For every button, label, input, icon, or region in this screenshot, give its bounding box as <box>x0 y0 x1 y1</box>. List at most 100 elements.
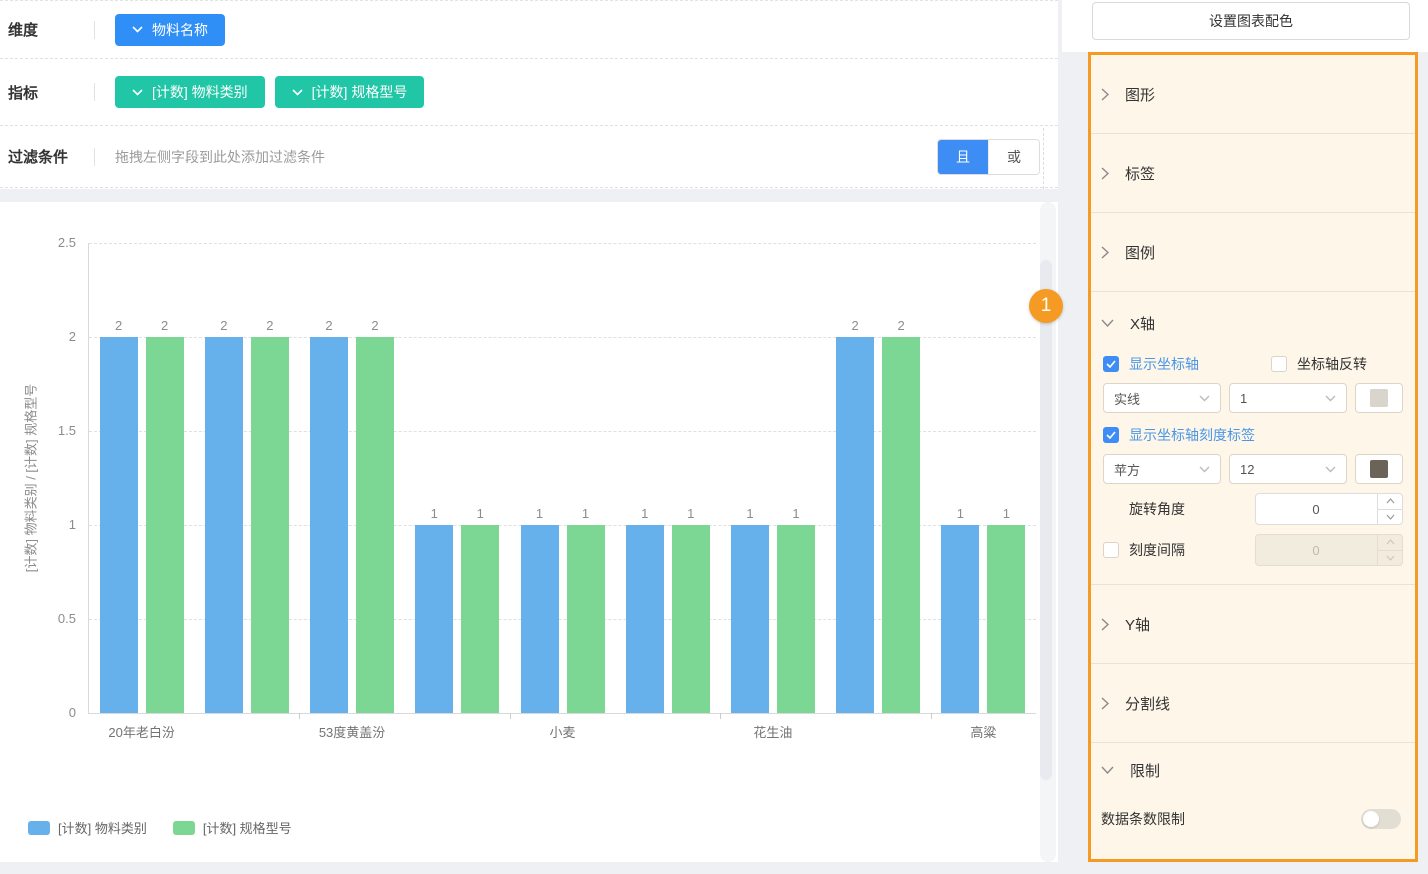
legend-item[interactable]: [计数] 物料类别 <box>28 818 147 837</box>
section-limit-header[interactable]: 限制 <box>1091 743 1415 797</box>
y-tick-label: 0 <box>68 705 76 720</box>
data-limit-toggle[interactable] <box>1361 809 1401 829</box>
show-tick-labels-checkbox[interactable] <box>1103 427 1119 443</box>
bar-[计数] 规格型号-6[interactable] <box>776 525 815 713</box>
spinner-down-button[interactable] <box>1378 551 1402 566</box>
filter-and-button[interactable]: 且 <box>938 139 988 174</box>
legend-label: [计数] 物料类别 <box>58 821 147 836</box>
spinner-up-button[interactable] <box>1378 535 1402 551</box>
filter-or-button[interactable]: 或 <box>988 139 1039 174</box>
axis-line-color-swatch[interactable] <box>1355 383 1403 413</box>
gridline <box>89 619 1036 620</box>
axis-line-width-select[interactable]: 1 <box>1229 383 1347 413</box>
bar-[计数] 物料类别-0[interactable] <box>99 337 138 713</box>
x-category-label: 花生油 <box>753 725 793 740</box>
bar-[计数] 规格型号-5[interactable] <box>671 525 710 713</box>
legend-item[interactable]: [计数] 规格型号 <box>172 818 292 837</box>
x-axis-tick <box>930 713 932 719</box>
tick-interval-input[interactable]: 0 <box>1255 534 1403 566</box>
divider <box>94 147 95 166</box>
section-label-header[interactable]: 标签 <box>1091 134 1415 212</box>
bar-[计数] 规格型号-3[interactable] <box>461 525 500 713</box>
axis-line-style-select[interactable]: 实线 <box>1103 383 1221 413</box>
tick-label-size-select[interactable]: 12 <box>1229 454 1347 484</box>
bar-value-label: 1 <box>476 506 484 521</box>
section-x-axis: X轴 显示坐标轴 坐标轴反转 实线 <box>1091 292 1415 585</box>
color-preview <box>1370 460 1388 478</box>
metrics-row: 指标 [计数] 物料类别 [计数] 规格型号 <box>0 59 1058 126</box>
show-axis-checkbox[interactable] <box>1103 356 1119 372</box>
section-legend-header[interactable]: 图例 <box>1091 213 1415 291</box>
chevron-down-icon <box>132 26 143 33</box>
rotate-angle-input[interactable]: 0 <box>1255 493 1403 525</box>
y-tick-label: 2 <box>68 329 76 344</box>
rotate-angle-label: 旋转角度 <box>1129 501 1185 517</box>
divider <box>94 20 95 39</box>
tick-label-color-swatch[interactable] <box>1355 454 1403 484</box>
scrollbar-track[interactable] <box>1040 202 1056 862</box>
tick-interval-label: 刻度间隔 <box>1129 542 1185 558</box>
bar-value-label: 1 <box>641 506 649 521</box>
bar-[计数] 规格型号-0[interactable] <box>145 337 184 713</box>
bar-[计数] 物料类别-4[interactable] <box>520 525 559 713</box>
chevron-right-icon <box>1101 696 1109 710</box>
bar-[计数] 物料类别-1[interactable] <box>204 337 243 713</box>
y-tick-label: 1 <box>68 517 76 532</box>
invert-axis-checkbox[interactable] <box>1271 356 1287 372</box>
metric-field-pill-1[interactable]: [计数] 物料类别 <box>115 76 265 108</box>
section-x-axis-header[interactable]: X轴 <box>1091 292 1415 354</box>
config-card: 维度 物料名称 指标 [计数] 物料类别 [计数] 规格型号 过滤条件 拖拽左侧… <box>0 0 1058 189</box>
bar-[计数] 规格型号-4[interactable] <box>566 525 605 713</box>
divider <box>94 83 95 101</box>
filter-label: 过滤条件 <box>8 149 69 166</box>
chevron-right-icon <box>1101 245 1109 259</box>
bar-[计数] 物料类别-2[interactable] <box>310 337 349 713</box>
bar-[计数] 物料类别-6[interactable] <box>730 525 769 713</box>
set-chart-colors-button[interactable]: 设置图表配色 <box>1092 2 1410 40</box>
bar-[计数] 物料类别-7[interactable] <box>836 337 875 713</box>
bar-[计数] 规格型号-8[interactable] <box>987 525 1026 713</box>
bar-value-label: 1 <box>535 506 544 521</box>
section-split-line-header[interactable]: 分割线 <box>1091 664 1415 742</box>
spinner-up-button[interactable] <box>1378 494 1402 510</box>
section-y-axis-header[interactable]: Y轴 <box>1091 585 1415 663</box>
dimension-field-pill[interactable]: 物料名称 <box>115 13 225 46</box>
section-split-line: 分割线 <box>1091 664 1415 743</box>
metric-field-label-2: [计数] 规格型号 <box>311 84 408 100</box>
bar-[计数] 规格型号-2[interactable] <box>356 337 395 713</box>
section-shape-title: 图形 <box>1125 86 1156 104</box>
x-category-label: 小麦 <box>549 725 576 740</box>
data-limit-label: 数据条数限制 <box>1101 811 1185 827</box>
bar-[计数] 规格型号-1[interactable] <box>250 337 289 713</box>
x-axis-tick <box>299 713 301 719</box>
annotation-badge-1: 1 <box>1029 289 1063 323</box>
chart-legend: [计数] 物料类别 [计数] 规格型号 <box>28 818 292 837</box>
section-y-axis: Y轴 <box>1091 585 1415 664</box>
bar-[计数] 物料类别-3[interactable] <box>415 525 454 713</box>
spinner-down-button[interactable] <box>1378 510 1402 525</box>
chevron-down-icon <box>1199 466 1210 473</box>
metric-field-pill-2[interactable]: [计数] 规格型号 <box>274 76 425 108</box>
chevron-right-icon <box>1101 87 1109 101</box>
chevron-down-icon <box>292 88 303 96</box>
show-tick-labels-label: 显示坐标轴刻度标签 <box>1129 427 1255 443</box>
bar-value-label: 2 <box>897 318 905 333</box>
bar-value-label: 1 <box>430 506 438 521</box>
tick-label-font-select[interactable]: 苹方 <box>1103 454 1221 484</box>
filter-row[interactable]: 过滤条件 拖拽左侧字段到此处添加过滤条件 且 或 <box>0 126 1058 188</box>
bar-value-label: 2 <box>266 318 274 333</box>
section-x-axis-title: X轴 <box>1130 315 1156 333</box>
bar-[计数] 物料类别-5[interactable] <box>625 525 664 713</box>
bar-[计数] 物料类别-8[interactable] <box>941 525 980 713</box>
tick-interval-checkbox[interactable] <box>1103 542 1119 558</box>
section-split-line-title: 分割线 <box>1125 695 1171 713</box>
section-shape-header[interactable]: 图形 <box>1091 55 1415 133</box>
bar-[计数] 规格型号-7[interactable] <box>882 337 921 713</box>
y-tick-label: 2.5 <box>57 235 76 250</box>
x-category-label: 高粱 <box>970 725 997 740</box>
scrollbar-thumb[interactable] <box>1040 260 1052 780</box>
gridline <box>89 243 1036 244</box>
section-limit: 限制 数据条数限制 <box>1091 743 1415 841</box>
chevron-down-icon <box>1325 395 1336 402</box>
bar-value-label: 1 <box>792 506 800 521</box>
